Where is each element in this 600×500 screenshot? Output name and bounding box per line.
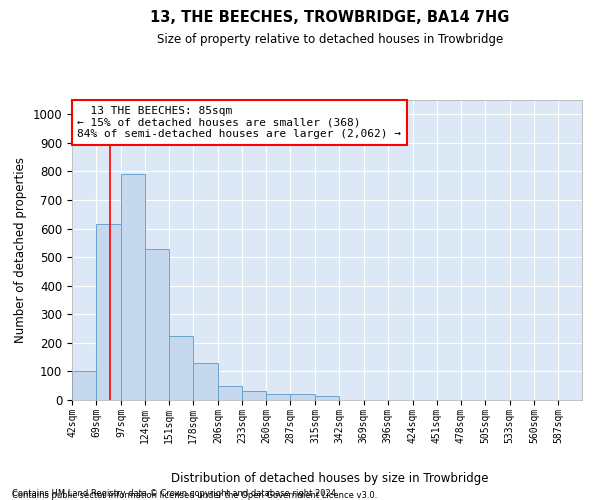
- Bar: [145, 248, 169, 400]
- Text: Contains public sector information licensed under the Open Government Licence v3: Contains public sector information licen…: [12, 491, 377, 500]
- Bar: [242, 392, 266, 400]
- Text: Size of property relative to detached houses in Trowbridge: Size of property relative to detached ho…: [157, 32, 503, 46]
- Bar: [96, 224, 121, 400]
- Bar: [218, 386, 242, 400]
- Text: 13, THE BEECHES, TROWBRIDGE, BA14 7HG: 13, THE BEECHES, TROWBRIDGE, BA14 7HG: [151, 10, 509, 25]
- Bar: [193, 363, 218, 400]
- Bar: [121, 174, 145, 400]
- Y-axis label: Number of detached properties: Number of detached properties: [14, 157, 27, 343]
- Bar: [316, 396, 340, 400]
- Bar: [290, 394, 316, 400]
- Bar: [266, 394, 290, 400]
- Text: Distribution of detached houses by size in Trowbridge: Distribution of detached houses by size …: [171, 472, 489, 485]
- Text: Contains HM Land Registry data © Crown copyright and database right 2024.: Contains HM Land Registry data © Crown c…: [12, 488, 338, 498]
- Text: 13 THE BEECHES: 85sqm
← 15% of detached houses are smaller (368)
84% of semi-det: 13 THE BEECHES: 85sqm ← 15% of detached …: [77, 106, 401, 139]
- Bar: [72, 372, 96, 400]
- Bar: [169, 336, 193, 400]
